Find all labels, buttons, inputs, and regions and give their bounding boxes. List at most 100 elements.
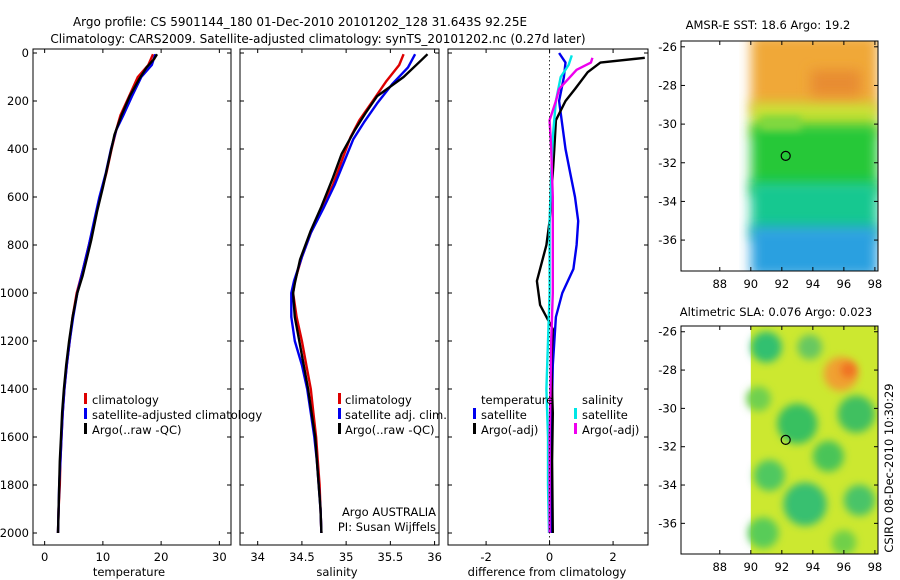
y-tick-label: -28 [658, 363, 677, 377]
legend-swatch-temp-satellite [473, 408, 476, 419]
x-tick-label: 92 [775, 560, 790, 574]
legend-label-sal-argo: Argo(..raw -QC) [345, 423, 435, 437]
sla-blob [831, 530, 857, 554]
y-tick-label: -34 [658, 194, 677, 208]
x-tick-label: 94 [806, 560, 821, 574]
y-tick-label: -28 [658, 78, 677, 92]
x-tick-label: 98 [868, 560, 883, 574]
series-line-temperature-satellite [550, 52, 580, 533]
sst-front-patch [760, 116, 801, 131]
sla-map-title: Altimetric SLA: 0.076 Argo: 0.023 [680, 305, 872, 319]
x-tick-label: 35 [339, 550, 354, 564]
x-tick-label: 0 [41, 550, 48, 564]
x-tick-label: 35.5 [378, 550, 404, 564]
sst-band [750, 226, 878, 271]
x-tick-label: 10 [96, 550, 111, 564]
sst-map-title: AMSR-E SST: 18.6 Argo: 19.2 [686, 18, 851, 32]
y-tick-label: -36 [658, 516, 677, 530]
x-tick-label: 2 [609, 550, 616, 564]
sst-warm-patch [810, 69, 861, 96]
legend-swatch-sal-argo-diff [574, 423, 577, 434]
sst-map-frame [680, 40, 879, 272]
float-position-marker [780, 150, 791, 161]
legend-swatch-sal-satellite [338, 408, 341, 419]
x-tick-label: 20 [154, 550, 169, 564]
legend-swatch-temp-argo [473, 423, 476, 434]
sla-blob [747, 517, 779, 549]
x-tick-label: 90 [743, 277, 758, 291]
legend-label-sal-climatology: climatology [345, 393, 412, 407]
temperature-legend: climatology satellite-adjusted climatolo… [84, 393, 262, 437]
x-tick-label: 36 [427, 550, 442, 564]
legend-swatch-climatology [84, 393, 87, 404]
salinity-legend: climatology satellite adj. clim. Argo(..… [338, 393, 447, 534]
sla-blob [843, 484, 875, 516]
argo-pi-annotation: PI: Susan Wijffels [338, 520, 436, 534]
x-tick-label: 90 [743, 560, 758, 574]
sla-map-frame [680, 325, 879, 555]
sla-blob [753, 459, 785, 491]
legend-label-satellite-adjusted: satellite-adjusted climatology [92, 408, 262, 422]
y-tick-label: 600 [7, 190, 29, 204]
map-field [746, 326, 878, 554]
sla-blob [797, 334, 823, 360]
legend-swatch-satellite-adjusted [84, 408, 87, 419]
tick-layer: 0 10 20 30 0 200 400 600 800 1000 1200 1400 1600 1800… [0, 46, 648, 564]
y-tick-label: -36 [658, 233, 677, 247]
series-line-argo [291, 53, 429, 534]
x-tick-label: 96 [837, 560, 852, 574]
legend-swatch-sal-argo [338, 423, 341, 434]
y-tick-label: 0 [22, 46, 29, 60]
y-tick-label: 200 [7, 94, 29, 108]
legend-header-temperature: temperature [481, 393, 553, 407]
series-line-argo [56, 53, 159, 534]
y-tick-label: -30 [658, 401, 677, 415]
y-tick-label: 400 [7, 142, 29, 156]
y-tick-label: -32 [658, 440, 677, 454]
sla-blob [750, 331, 782, 363]
y-tick-label: -26 [658, 325, 677, 339]
temperature-panel [32, 48, 232, 546]
x-tick-label: 30 [212, 550, 227, 564]
y-tick-label: -30 [658, 117, 677, 131]
y-tick-label: 1000 [0, 286, 29, 300]
y-tick-label: -34 [658, 478, 677, 492]
y-tick-label: 1600 [0, 430, 29, 444]
y-tick-label: 1200 [0, 334, 29, 348]
legend-label-temp-argo: Argo(-adj) [481, 423, 538, 437]
legend-swatch-argo [84, 423, 87, 434]
y-tick-label: 1400 [0, 382, 29, 396]
x-tick-label: 88 [712, 277, 727, 291]
y-tick-label: 1800 [0, 478, 29, 492]
x-tick-label: 98 [868, 277, 883, 291]
x-tick-label: 34.5 [289, 550, 315, 564]
legend-label-climatology: climatology [92, 393, 159, 407]
sla-blob [777, 403, 818, 444]
sla-blob [783, 482, 827, 526]
y-tick-label: -26 [658, 40, 677, 54]
legend-label-sal-argo-diff: Argo(-adj) [582, 423, 639, 437]
sst-map: 88 90 92 94 96 98 -26 -28 -30 -32 -34 -36 [658, 40, 883, 291]
legend-label-sal-satellite: satellite adj. clim. [345, 408, 447, 422]
sla-blob [837, 395, 875, 433]
y-tick-label: 800 [7, 238, 29, 252]
temperature-xlabel: temperature [93, 565, 165, 579]
x-tick-label: 92 [775, 277, 790, 291]
legend-header-salinity: salinity [582, 393, 623, 407]
map-field [750, 41, 878, 271]
sla-map: 88 90 92 94 96 98 -26 -28 -30 -32 -34 -36 [658, 325, 882, 574]
sla-blob [812, 440, 844, 472]
legend-label-temp-satellite: satellite [481, 408, 527, 422]
legend-swatch-sal-satellite-diff [574, 408, 577, 419]
sla-blob [840, 362, 857, 378]
argo-country-annotation: Argo AUSTRALIA [342, 505, 436, 519]
x-tick-label: 94 [806, 277, 821, 291]
difference-xlabel: difference from climatology [468, 565, 627, 579]
salinity-panel [239, 48, 440, 546]
figure-title-line1: Argo profile: CS 5901144_180 01-Dec-2010… [73, 15, 527, 29]
x-tick-label: -2 [480, 550, 491, 564]
y-tick-label: 2000 [0, 526, 29, 540]
difference-legend: temperature salinity satellite Argo(-adj… [473, 393, 639, 437]
side-label: CSIRO 08-Dec-2010 10:30:29 [882, 383, 896, 552]
